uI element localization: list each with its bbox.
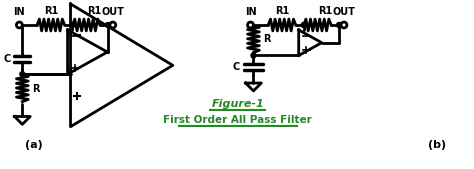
Text: IN: IN (14, 7, 25, 17)
Text: R1: R1 (318, 6, 332, 16)
Text: R1: R1 (44, 6, 58, 16)
Text: R: R (263, 34, 271, 44)
Text: R: R (32, 84, 40, 94)
Text: Figure-1: Figure-1 (211, 99, 264, 109)
Circle shape (337, 22, 341, 27)
Text: C: C (3, 54, 10, 64)
Circle shape (20, 72, 25, 77)
Text: OUT: OUT (332, 7, 356, 17)
Circle shape (105, 22, 110, 27)
Text: IN: IN (245, 7, 256, 17)
Circle shape (251, 53, 256, 58)
Text: C: C (232, 62, 240, 72)
Text: (a): (a) (25, 140, 43, 150)
Text: First Order All Pass Filter: First Order All Pass Filter (164, 115, 312, 125)
Text: (b): (b) (428, 140, 447, 150)
Circle shape (70, 22, 75, 27)
Text: R1: R1 (275, 6, 289, 16)
Text: OUT: OUT (101, 7, 124, 17)
Text: R1: R1 (87, 6, 101, 16)
Circle shape (301, 22, 306, 27)
